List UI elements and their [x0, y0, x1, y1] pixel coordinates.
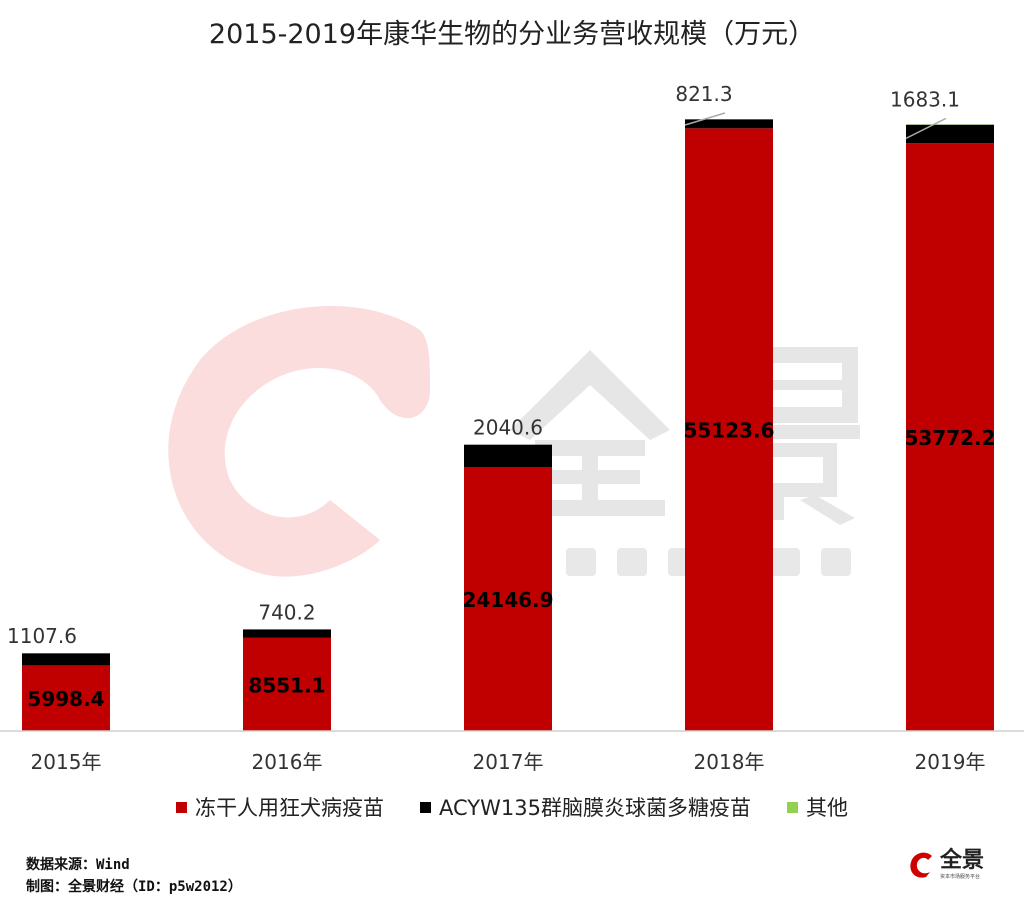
data-label: 24146.9	[462, 588, 553, 612]
data-label: 740.2	[258, 600, 315, 624]
data-label: 1683.1	[890, 87, 960, 111]
data-label: 1107.6	[7, 624, 77, 648]
legend-swatch	[420, 801, 432, 813]
watermark-tagline-graphic	[515, 548, 851, 576]
leader-line	[905, 117, 947, 140]
legend-label: 冻干人用狂犬病疫苗	[195, 796, 385, 820]
legend-item-rabies: 冻干人用狂犬病疫苗	[176, 792, 384, 822]
legend-label: ACYW135群脑膜炎球菌多糖疫苗	[439, 796, 751, 820]
legend: 冻干人用狂犬病疫苗 ACYW135群脑膜炎球菌多糖疫苗 其他	[0, 792, 1024, 822]
bar-segment	[685, 119, 773, 129]
bar-segment	[906, 124, 994, 144]
logo-swirl-icon	[910, 852, 932, 878]
x-tick-label: 2016年	[252, 750, 323, 774]
logo-tagline: 资本市场服务平台	[939, 874, 980, 880]
legend-swatch	[176, 801, 188, 813]
x-tick-label: 2019年	[915, 750, 986, 774]
footer-source: 数据来源：Wind	[26, 857, 130, 873]
bar-segment	[685, 128, 773, 731]
data-label: 55123.6	[683, 419, 774, 443]
chart-title: 2015-2019年康华生物的分业务营收规模（万元）	[208, 19, 816, 50]
bar-segment	[22, 665, 110, 731]
legend-item-acyw135: ACYW135群脑膜炎球菌多糖疫苗	[420, 792, 751, 822]
footer-maker: 制图：全景财经（ID：p5w2012）	[26, 879, 242, 895]
data-label: 8551.1	[248, 673, 325, 697]
bar-segment	[243, 629, 331, 638]
legend-label: 其他	[805, 796, 848, 820]
data-label: 821.3	[675, 82, 732, 106]
bar-segment	[243, 637, 331, 731]
bar-chart: 5998.4 1107.6 2015年 8551.1 740.2 2016年 24146.9…	[0, 82, 1024, 774]
bar-segment	[464, 444, 552, 467]
data-label: 5998.4	[27, 687, 104, 711]
watermark-swirl-icon	[168, 306, 431, 577]
data-label: 53772.2	[904, 426, 995, 450]
data-label: 2040.6	[473, 416, 543, 440]
x-tick-label: 2018年	[694, 750, 765, 774]
legend-item-other: 其他	[786, 792, 848, 822]
logo-brand: 全景	[939, 848, 984, 873]
leader-line	[684, 112, 726, 126]
bar-segment	[22, 653, 110, 666]
x-tick-label: 2017年	[473, 750, 544, 774]
legend-swatch	[786, 801, 798, 813]
bar-segment	[906, 143, 994, 732]
x-tick-label: 2015年	[31, 750, 102, 774]
bar-segment	[464, 466, 552, 731]
logo: 全景 资本市场服务平台	[908, 850, 984, 880]
